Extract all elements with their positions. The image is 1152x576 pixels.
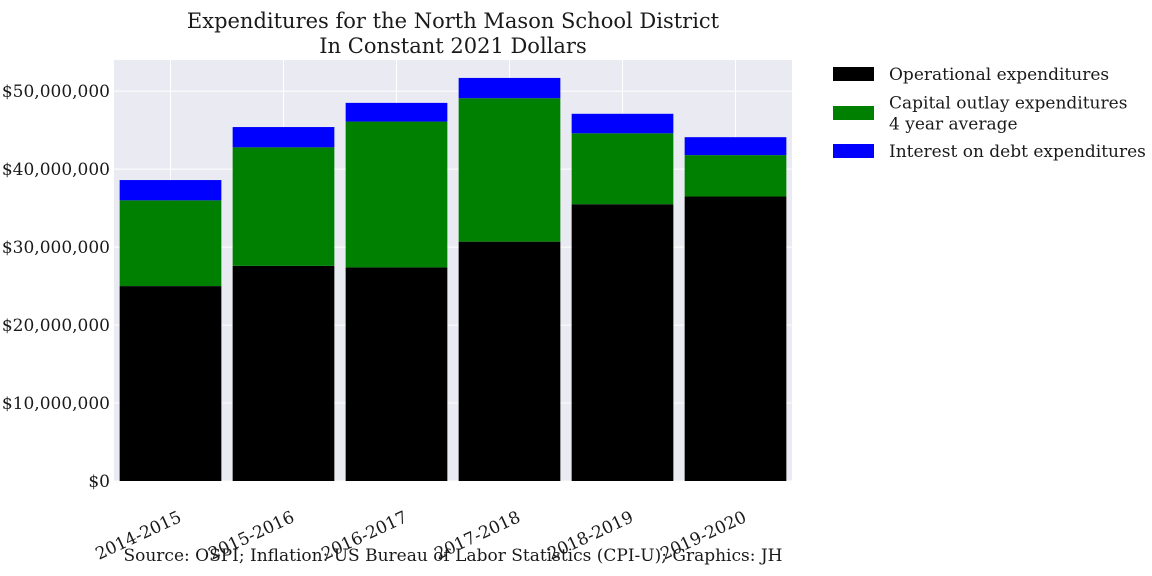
bar-segment-series-2 xyxy=(458,77,561,99)
bar-segment-series-0 xyxy=(458,241,561,481)
bar-segment-series-0 xyxy=(684,196,787,481)
source-note: Source: OSPI; Inflation: US Bureau of La… xyxy=(123,546,782,566)
bar-segment-series-1 xyxy=(345,121,448,268)
bar-segment-series-2 xyxy=(232,127,335,148)
bar-segment-series-0 xyxy=(345,267,448,481)
bar-segment-series-2 xyxy=(345,102,448,122)
bar-segment-series-1 xyxy=(684,155,787,197)
legend-swatch xyxy=(833,67,874,81)
y-tick-label: $0 xyxy=(88,472,110,492)
legend: Operational expenditures Capital outlay e… xyxy=(833,65,1146,162)
legend-label: Capital outlay expenditures xyxy=(889,94,1127,114)
bar-segment-series-1 xyxy=(458,98,561,242)
legend-label: 4 year average xyxy=(889,115,1018,135)
bar-segment-series-1 xyxy=(232,147,335,266)
bar-segment-series-2 xyxy=(684,137,787,156)
bar-segment-series-1 xyxy=(119,200,222,287)
y-tick-label: $30,000,000 xyxy=(2,238,110,258)
legend-swatch xyxy=(833,106,874,120)
bar-segment-series-0 xyxy=(571,204,674,481)
y-tick-label: $20,000,000 xyxy=(2,316,110,336)
legend-label: Interest on debt expenditures xyxy=(889,142,1146,162)
legend-swatch xyxy=(833,144,874,158)
bars xyxy=(119,77,787,481)
plot-area xyxy=(114,60,792,481)
y-tick-label: $10,000,000 xyxy=(2,394,110,414)
chart-title: Expenditures for the North Mason School … xyxy=(187,9,720,33)
legend-label: Operational expenditures xyxy=(889,65,1109,85)
bar-segment-series-0 xyxy=(232,265,335,481)
y-tick-label: $40,000,000 xyxy=(2,160,110,180)
y-tick-label: $50,000,000 xyxy=(2,82,110,102)
bar-segment-series-2 xyxy=(119,180,222,201)
chart-subtitle: In Constant 2021 Dollars xyxy=(319,34,586,58)
y-axis-ticks: $0 $10,000,000 $20,000,000 $30,000,000 $40,0… xyxy=(2,82,110,492)
bar-segment-series-1 xyxy=(571,133,674,205)
bar-segment-series-2 xyxy=(571,113,674,134)
bar-segment-series-0 xyxy=(119,286,222,481)
